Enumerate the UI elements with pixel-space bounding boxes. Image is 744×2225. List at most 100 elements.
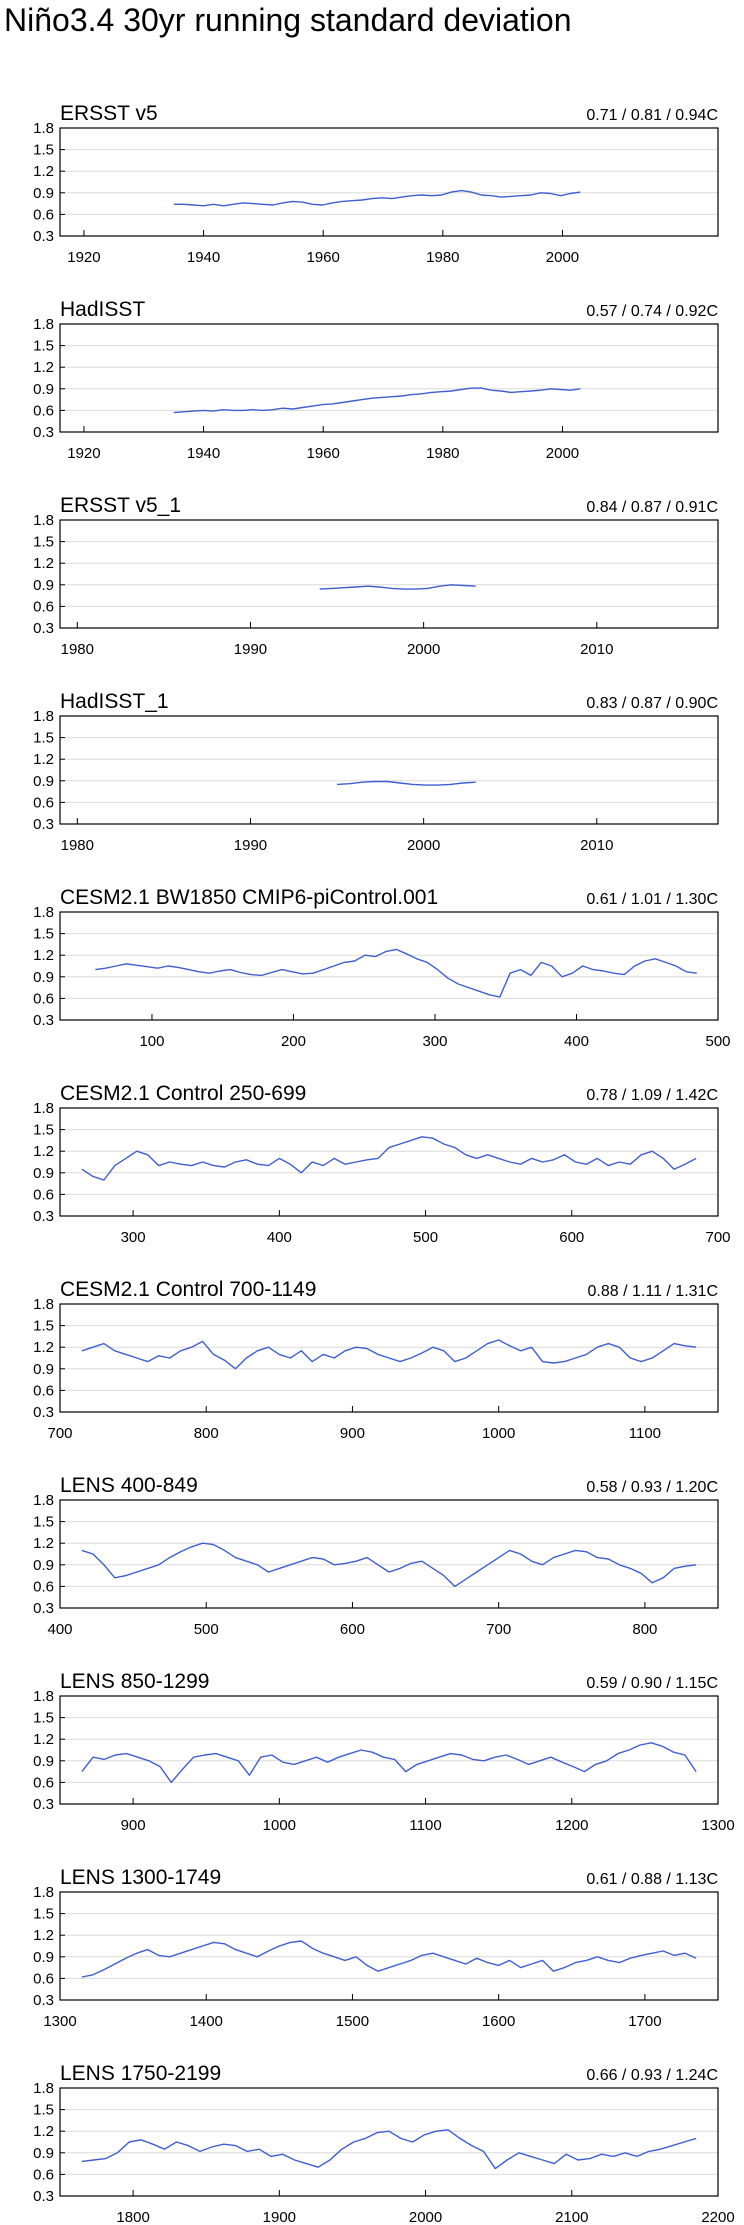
panel-label: LENS 1300-1749 bbox=[60, 1866, 221, 1889]
plot-frame bbox=[59, 519, 719, 629]
y-tick-label: 1.2 bbox=[33, 1927, 54, 1944]
panel-label: LENS 850-1299 bbox=[60, 1670, 209, 1693]
panel-stats: 0.83 / 0.87 / 0.90C bbox=[586, 695, 718, 712]
x-tick-label: 2100 bbox=[555, 2209, 588, 2225]
y-tick-label: 1.8 bbox=[33, 904, 54, 921]
x-tick-label: 600 bbox=[559, 1229, 584, 1246]
y-tick-label: 0.6 bbox=[33, 402, 54, 419]
y-tick-label: 1.8 bbox=[33, 1688, 54, 1705]
y-tick-label: 0.6 bbox=[33, 1970, 54, 1987]
x-tick-label: 1940 bbox=[187, 249, 220, 266]
series-line bbox=[95, 948, 697, 998]
y-tick-label: 1.5 bbox=[33, 534, 54, 551]
y-tick-label: 1.5 bbox=[33, 730, 54, 747]
y-tick-label: 0.3 bbox=[33, 1208, 54, 1225]
x-tick-label: 500 bbox=[194, 1621, 219, 1638]
series-line bbox=[81, 1542, 697, 1588]
y-tick-label: 0.9 bbox=[33, 1557, 54, 1574]
y-tick-label: 1.5 bbox=[33, 142, 54, 159]
y-tick-label: 0.9 bbox=[33, 577, 54, 594]
panel-label: CESM2.1 BW1850 CMIP6-piControl.001 bbox=[60, 886, 438, 909]
panel-label: ERSST v5_1 bbox=[60, 494, 181, 517]
y-tick-label: 0.3 bbox=[33, 1600, 54, 1617]
y-tick-label: 1.2 bbox=[33, 1535, 54, 1552]
x-tick-label: 1960 bbox=[307, 445, 340, 462]
y-tick-label: 0.3 bbox=[33, 816, 54, 833]
chart-panel: 0.3 0.6 0.9 1.2 1.5 1.8 300 400 500 600 700 CESM2.1… bbox=[33, 1082, 730, 1246]
plot-frame bbox=[59, 1303, 719, 1413]
panel-label: LENS 1750-2199 bbox=[60, 2062, 221, 2085]
x-tick-label: 1200 bbox=[555, 1817, 588, 1834]
x-tick-label: 900 bbox=[121, 1817, 146, 1834]
x-tick-label: 1980 bbox=[426, 249, 459, 266]
y-tick-label: 0.9 bbox=[33, 1753, 54, 1770]
y-tick-label: 0.6 bbox=[33, 206, 54, 223]
plot-frame bbox=[59, 1695, 719, 1805]
x-tick-label: 2000 bbox=[546, 249, 579, 266]
x-tick-label: 800 bbox=[194, 1425, 219, 1442]
x-tick-label: 1300 bbox=[701, 1817, 734, 1834]
panel-stats: 0.78 / 1.09 / 1.42C bbox=[586, 1087, 718, 1104]
x-tick-label: 300 bbox=[422, 1033, 447, 1050]
x-tick-label: 700 bbox=[47, 1425, 72, 1442]
y-tick-label: 1.5 bbox=[33, 338, 54, 355]
y-tick-label: 0.6 bbox=[33, 990, 54, 1007]
y-tick-label: 0.6 bbox=[33, 2166, 54, 2183]
x-tick-label: 1920 bbox=[67, 249, 100, 266]
y-tick-label: 1.8 bbox=[33, 1492, 54, 1509]
series-line bbox=[81, 1136, 697, 1181]
x-tick-label: 900 bbox=[340, 1425, 365, 1442]
y-tick-label: 0.3 bbox=[33, 1404, 54, 1421]
y-tick-label: 1.2 bbox=[33, 1143, 54, 1160]
x-tick-label: 100 bbox=[139, 1033, 164, 1050]
y-tick-label: 0.9 bbox=[33, 381, 54, 398]
y-tick-label: 0.3 bbox=[33, 228, 54, 245]
chart-panel: 0.3 0.6 0.9 1.2 1.5 1.8 700 800 900 1000 1100 CESM2… bbox=[33, 1278, 719, 1442]
panel-stats: 0.88 / 1.11 / 1.31C bbox=[588, 1283, 718, 1300]
y-tick-label: 0.3 bbox=[33, 1796, 54, 1813]
x-tick-label: 2010 bbox=[580, 837, 613, 854]
y-tick-label: 1.2 bbox=[33, 163, 54, 180]
x-tick-label: 1300 bbox=[43, 2013, 76, 2030]
y-tick-label: 0.9 bbox=[33, 773, 54, 790]
chart-panel: 0.3 0.6 0.9 1.2 1.5 1.8 1980 1990 2000 2010 ERSST … bbox=[33, 494, 719, 658]
y-tick-label: 1.8 bbox=[33, 708, 54, 725]
y-tick-label: 1.8 bbox=[33, 2080, 54, 2097]
series-line bbox=[337, 780, 476, 786]
plot-frame bbox=[59, 715, 719, 825]
chart-panel: 0.3 0.6 0.9 1.2 1.5 1.8 1980 1990 2000 2010 HadISS… bbox=[33, 690, 719, 854]
y-tick-label: 1.8 bbox=[33, 1100, 54, 1117]
y-tick-label: 1.8 bbox=[33, 1296, 54, 1313]
y-tick-label: 0.3 bbox=[33, 1992, 54, 2009]
plot-frame bbox=[59, 323, 719, 433]
x-tick-label: 700 bbox=[486, 1621, 511, 1638]
plot-frame bbox=[59, 911, 719, 1021]
y-tick-label: 0.3 bbox=[33, 424, 54, 441]
y-tick-label: 1.5 bbox=[33, 1710, 54, 1727]
y-tick-label: 0.9 bbox=[33, 2145, 54, 2162]
plot-frame bbox=[59, 1891, 719, 2001]
series-line bbox=[81, 1742, 697, 1784]
plot-frame bbox=[59, 2087, 719, 2197]
x-tick-label: 1980 bbox=[61, 837, 94, 854]
panel-stats: 0.66 / 0.93 / 1.24C bbox=[586, 2067, 718, 2084]
plot-frame bbox=[59, 1107, 719, 1217]
chart-panel: 0.3 0.6 0.9 1.2 1.5 1.8 1300 1400 1500 1600 1700 LE… bbox=[33, 1866, 719, 2030]
series-line bbox=[81, 1940, 697, 1978]
y-tick-label: 1.2 bbox=[33, 947, 54, 964]
y-tick-label: 0.3 bbox=[33, 1012, 54, 1029]
panel-stats: 0.71 / 0.81 / 0.94C bbox=[586, 107, 718, 124]
chart-panel: 0.3 0.6 0.9 1.2 1.5 1.8 100 200 300 400 500 CESM2.1… bbox=[33, 886, 730, 1050]
panel-stats: 0.57 / 0.74 / 0.92C bbox=[586, 303, 718, 320]
y-tick-label: 0.9 bbox=[33, 1361, 54, 1378]
panel-stats: 0.61 / 1.01 / 1.30C bbox=[586, 891, 718, 908]
x-tick-label: 1100 bbox=[409, 1817, 441, 1834]
y-tick-label: 1.2 bbox=[33, 1731, 54, 1748]
x-tick-label: 1000 bbox=[482, 1425, 515, 1442]
y-tick-label: 0.9 bbox=[33, 969, 54, 986]
panel-label: ERSST v5 bbox=[60, 102, 158, 125]
series-line bbox=[319, 584, 476, 590]
chart-panel: 0.3 0.6 0.9 1.2 1.5 1.8 900 1000 1100 1200 1300 LEN… bbox=[33, 1670, 735, 1834]
